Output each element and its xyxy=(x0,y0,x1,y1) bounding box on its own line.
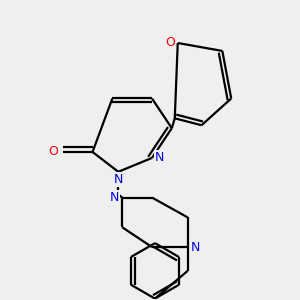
Text: O: O xyxy=(48,146,58,158)
Text: N: N xyxy=(114,173,123,186)
Text: N: N xyxy=(155,152,165,164)
Text: O: O xyxy=(165,37,175,50)
Text: N: N xyxy=(110,191,119,204)
Text: N: N xyxy=(191,241,200,254)
